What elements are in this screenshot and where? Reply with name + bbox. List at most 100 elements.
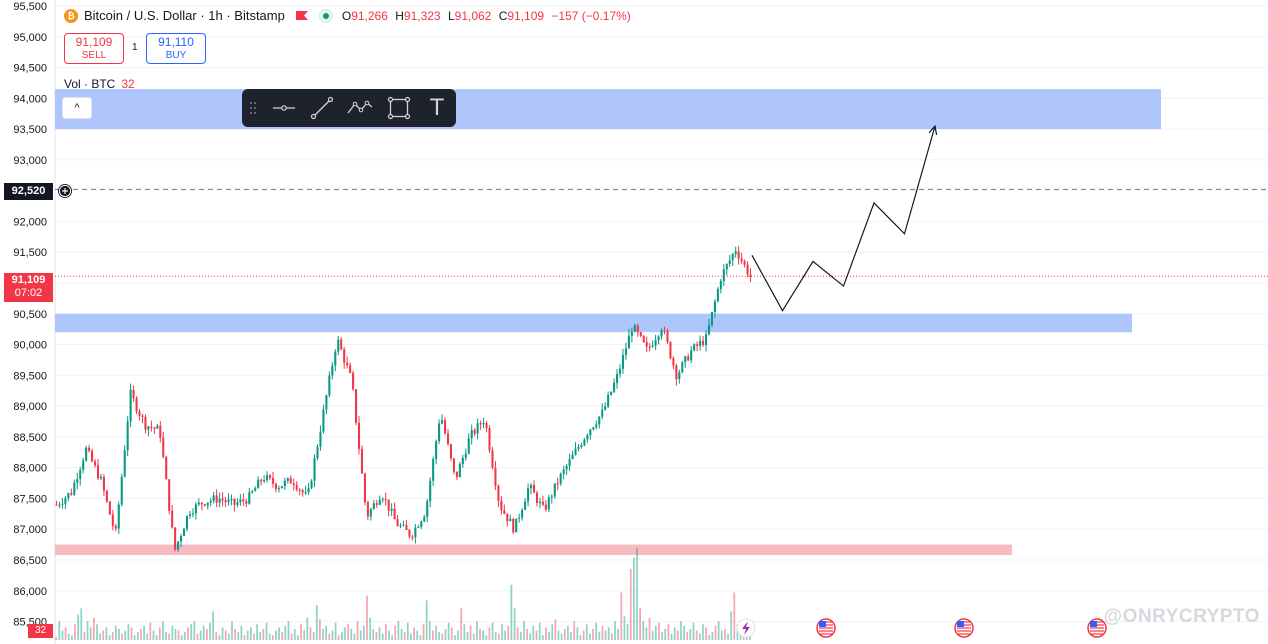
volume-bar xyxy=(425,600,428,640)
candle-body xyxy=(263,480,266,482)
candle-body xyxy=(473,430,476,434)
volume-bar xyxy=(714,625,717,640)
candle-body xyxy=(73,482,76,495)
candle xyxy=(553,483,556,499)
candle xyxy=(372,499,375,510)
candle xyxy=(298,488,301,496)
volume-bar xyxy=(419,635,422,640)
candle xyxy=(260,478,263,486)
candle xyxy=(669,341,672,360)
drag-handle-icon[interactable] xyxy=(242,89,264,127)
us-flag-icon[interactable] xyxy=(954,618,974,638)
candle-body xyxy=(672,358,675,366)
candle xyxy=(684,355,687,368)
candle-body xyxy=(449,444,452,459)
volume-bar xyxy=(165,632,167,640)
candle-body xyxy=(159,425,162,438)
candle xyxy=(257,476,260,489)
last-price-label: 91,109 07:02 xyxy=(4,273,53,302)
candle-body xyxy=(693,344,696,351)
candle xyxy=(604,402,607,411)
candle-body xyxy=(512,518,515,533)
volume-bar xyxy=(341,632,343,640)
candle-body xyxy=(702,340,705,345)
candle xyxy=(73,479,76,496)
candle-body xyxy=(532,485,536,493)
volume-bar xyxy=(315,605,318,640)
candle-body xyxy=(108,501,111,515)
candle xyxy=(203,503,206,507)
candle-body xyxy=(174,527,177,550)
candle xyxy=(236,498,239,508)
candle-body xyxy=(722,269,725,281)
add-alert-plus-icon[interactable] xyxy=(57,183,73,199)
trend-line-tool-icon[interactable] xyxy=(304,89,340,127)
volume-bar xyxy=(724,628,726,640)
candle-body xyxy=(105,490,108,502)
candle xyxy=(352,370,355,391)
candle-body xyxy=(524,501,527,510)
candle-body xyxy=(360,448,364,474)
candle-body xyxy=(177,541,180,550)
volume-bar xyxy=(256,624,258,640)
candle xyxy=(636,323,639,337)
candle-body xyxy=(79,469,82,480)
candle-body xyxy=(387,499,390,511)
candle-body xyxy=(203,504,206,506)
collapse-legend-button[interactable]: ^ xyxy=(62,97,92,119)
candle xyxy=(263,475,266,484)
rectangle-tool-icon[interactable] xyxy=(380,89,418,127)
us-flag-icon[interactable] xyxy=(1087,618,1107,638)
buy-button[interactable]: 91,110 BUY xyxy=(146,33,206,64)
volume-bar xyxy=(708,635,711,640)
candle-body xyxy=(349,365,352,373)
candle xyxy=(556,477,559,491)
y-tick-label: 90,500 xyxy=(13,309,47,321)
candle-body xyxy=(88,447,91,451)
candle-body xyxy=(592,427,595,430)
candle-body xyxy=(126,421,129,451)
volume-bar xyxy=(58,621,61,640)
candle-body xyxy=(215,495,218,503)
path-tool-icon[interactable] xyxy=(340,89,380,127)
candle xyxy=(79,466,82,486)
y-tick-label: 94,000 xyxy=(13,93,47,105)
candle xyxy=(227,493,230,506)
volume-bar xyxy=(372,628,375,640)
volume-bar xyxy=(174,628,177,640)
candle xyxy=(613,378,616,394)
candle-body xyxy=(384,499,387,501)
candle xyxy=(485,420,488,433)
volume-bar xyxy=(303,630,306,640)
flag-icon[interactable] xyxy=(295,10,309,21)
candle xyxy=(562,465,565,480)
support-zone xyxy=(55,313,1132,333)
volume-bar xyxy=(246,630,249,640)
volume-bar xyxy=(312,632,315,640)
open-value: 91,266 xyxy=(351,8,388,23)
text-tool-icon[interactable]: T xyxy=(430,95,444,121)
us-flag-icon[interactable] xyxy=(816,618,836,638)
candle-body xyxy=(180,535,183,542)
candle xyxy=(657,335,660,345)
candle xyxy=(446,428,450,446)
symbol-title[interactable]: Bitcoin / U.S. Dollar · 1h · Bitstamp xyxy=(84,8,285,23)
candle xyxy=(117,501,120,535)
volume-bar xyxy=(190,624,193,640)
candle xyxy=(156,423,159,429)
candle-body xyxy=(678,372,681,380)
candle xyxy=(482,417,485,429)
candle xyxy=(538,497,541,509)
candle xyxy=(254,486,257,492)
volume-bar xyxy=(629,568,632,640)
candle-body xyxy=(467,438,470,454)
volume-legend[interactable]: Vol · BTC 32 xyxy=(64,77,135,91)
horizontal-line-tool-icon[interactable] xyxy=(264,89,304,127)
candle xyxy=(607,391,610,409)
volume-bar xyxy=(397,621,400,640)
sell-button[interactable]: 91,109 SELL xyxy=(64,33,124,64)
candle xyxy=(429,477,432,508)
y-tick-label: 88,000 xyxy=(13,463,47,475)
lightning-icon[interactable] xyxy=(736,618,756,638)
